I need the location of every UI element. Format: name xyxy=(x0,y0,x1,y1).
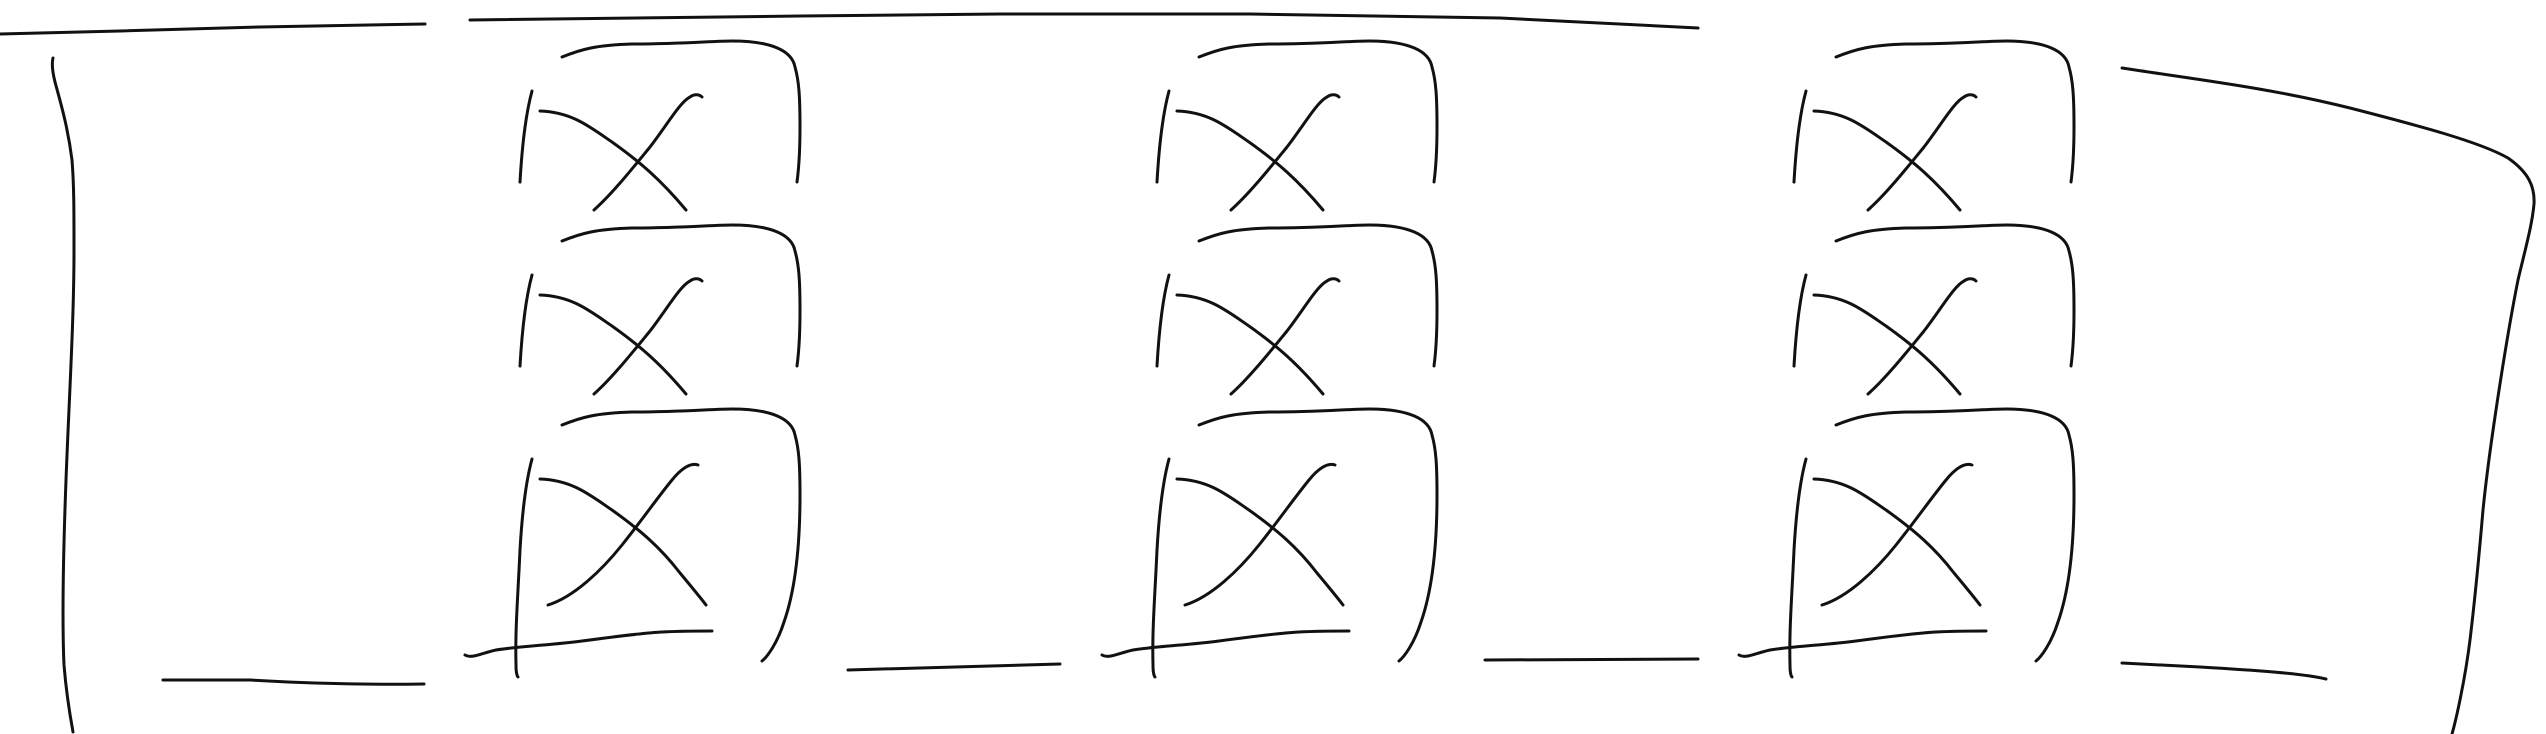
sketch-frame xyxy=(0,12,2536,734)
bottom-connector-1 xyxy=(161,678,426,686)
crossed-box-icon xyxy=(1792,223,2076,396)
left-bracket-line xyxy=(50,56,76,734)
crossed-box-icon xyxy=(1155,223,1439,396)
crossed-box-icon xyxy=(518,39,802,212)
crossed-box-icon xyxy=(1792,39,2076,212)
crossed-box-icon-with-base xyxy=(1737,407,2076,679)
bottom-connector-2 xyxy=(846,662,1062,672)
right-bracket-line xyxy=(2120,66,2536,734)
crossed-box-icon xyxy=(518,223,802,396)
crossed-box-icon xyxy=(1155,39,1439,212)
crossed-box-icon-with-base xyxy=(1100,407,1439,679)
top-right-line xyxy=(468,12,1700,30)
bottom-connector-4 xyxy=(2120,661,2328,681)
crossed-box-icon-with-base xyxy=(463,407,802,679)
cell-grid xyxy=(463,39,2076,679)
top-left-line xyxy=(0,22,427,36)
bottom-connector-3 xyxy=(1483,657,1700,662)
